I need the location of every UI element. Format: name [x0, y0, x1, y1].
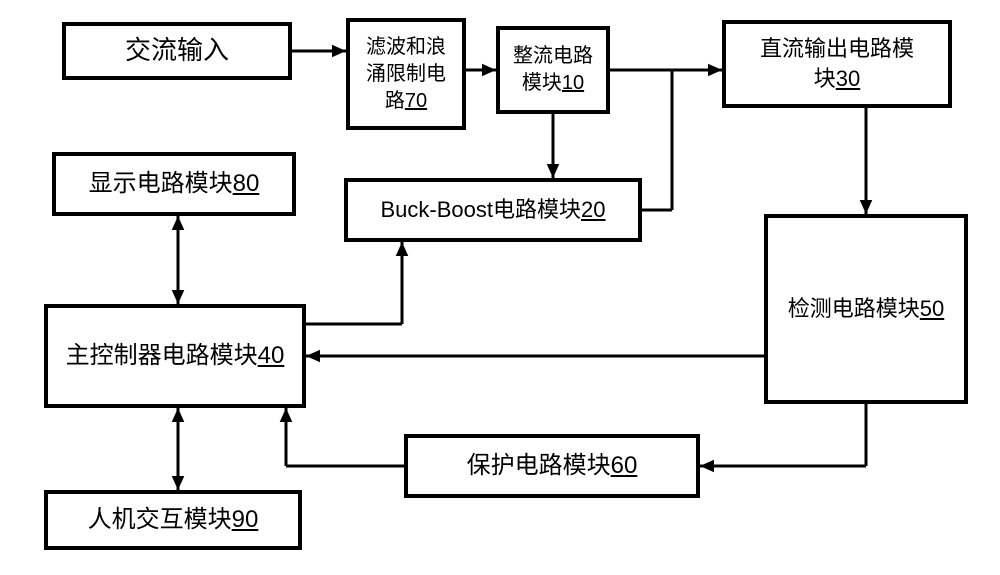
- node-mainctrl: 主控制器电路模块40: [44, 304, 306, 408]
- node-dcout: 直流输出电路模块30: [722, 20, 952, 108]
- node-label: 直流输出电路模块30: [760, 34, 914, 93]
- node-label: 人机交互模块90: [88, 504, 259, 536]
- node-detect: 检测电路模块50: [764, 214, 968, 404]
- node-filter: 滤波和浪涌限制电路70: [346, 18, 466, 130]
- node-label: Buck-Boost电路模块20: [381, 195, 606, 225]
- node-hmi: 人机交互模块90: [44, 490, 302, 550]
- node-label: 滤波和浪涌限制电路70: [366, 34, 446, 115]
- node-display: 显示电路模块80: [52, 152, 296, 216]
- node-protect: 保护电路模块60: [404, 434, 700, 498]
- node-label: 交流输入: [125, 33, 229, 68]
- node-label: 保护电路模块60: [467, 450, 638, 482]
- node-label: 主控制器电路模块40: [66, 340, 285, 372]
- node-buckboost: Buck-Boost电路模块20: [344, 178, 642, 242]
- node-rect: 整流电路模块10: [496, 26, 610, 114]
- node-label: 显示电路模块80: [89, 168, 260, 200]
- node-label: 整流电路模块10: [513, 43, 593, 97]
- node-ac_in: 交流输入: [62, 22, 292, 80]
- node-label: 检测电路模块50: [788, 294, 945, 324]
